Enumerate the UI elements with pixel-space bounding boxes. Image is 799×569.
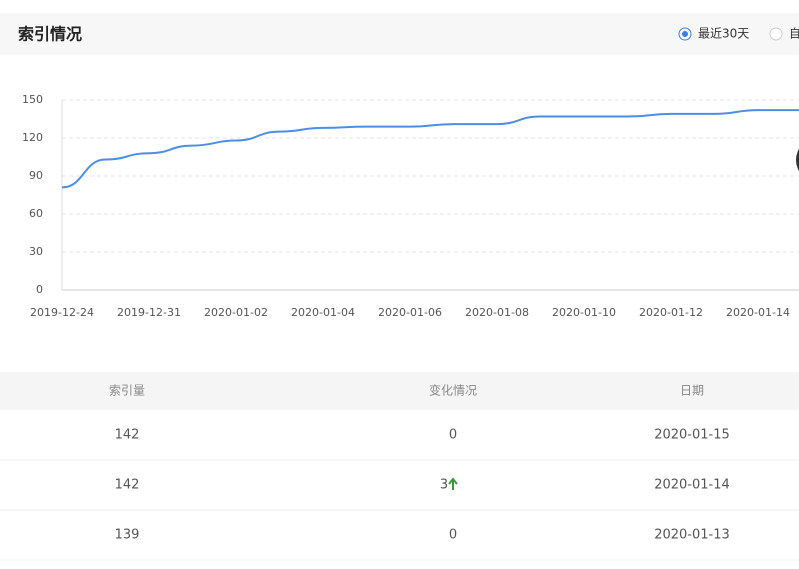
x-tick-label: 2020-01-10 [552,306,616,319]
x-tick-label: 2020-01-08 [465,306,529,319]
x-tick-label: 2019-12-24 [30,306,94,319]
line-series [61,109,799,189]
column-header: 变化情况 [429,383,477,398]
x-tick-label: 2020-01-14 [726,306,790,319]
header-bar [0,13,799,55]
column-header: 日期 [680,384,704,398]
radio[interactable] [769,27,783,41]
table-cell: 2020-01-13 [654,528,730,543]
x-tick-label: 2020-01-12 [639,306,703,319]
radio-label[interactable]: 最近30天 [698,27,749,41]
y-tick-label: 90 [29,169,43,182]
y-tick-label: 150 [22,93,43,106]
table-cell: 3 [440,478,448,493]
x-tick-label: 2020-01-04 [291,306,355,319]
x-tick-label: 2020-01-02 [204,306,268,319]
radio-dot [682,31,688,37]
table-cell: 139 [115,528,140,543]
table-cell: 2020-01-14 [654,478,730,493]
x-tick-label: 2020-01-06 [378,306,442,319]
y-tick-label: 30 [29,245,43,258]
table-cell: 0 [449,528,457,543]
column-header: 索引量 [109,384,145,398]
x-tick-label: 2019-12-31 [117,306,181,319]
up-arrow [448,477,458,490]
table-cell: 0 [449,428,457,443]
table-cell: 2020-01-15 [654,428,730,443]
table-header [0,372,799,410]
y-tick-label: 0 [36,283,43,296]
y-tick-label: 60 [29,207,43,220]
table-cell: 142 [115,478,140,493]
float-button[interactable] [796,138,799,182]
table-cell: 142 [115,428,140,443]
y-tick-label: 120 [22,131,43,144]
page-title: 索引情况 [18,25,82,44]
radio-label[interactable]: 自 [789,27,799,41]
